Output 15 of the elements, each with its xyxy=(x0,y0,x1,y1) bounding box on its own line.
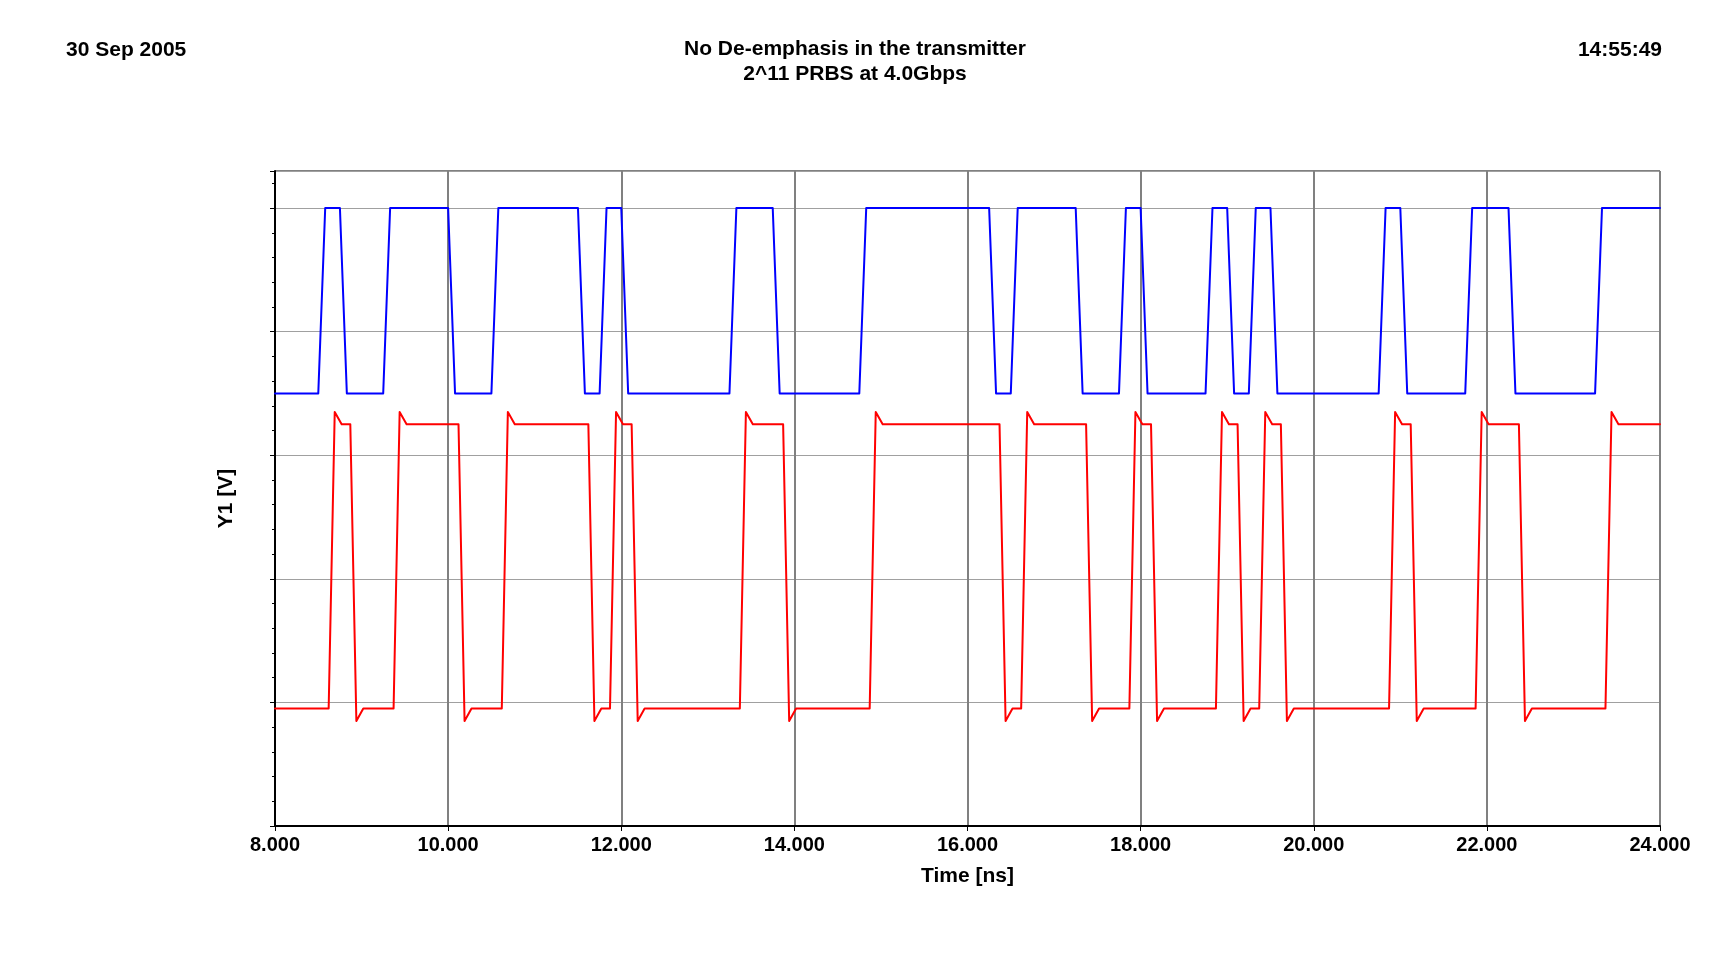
x-tick-label: 8.000 xyxy=(249,833,301,855)
x-tick-label: 20.000 xyxy=(1283,833,1345,855)
chart-title: No De-emphasis in the transmitter xyxy=(684,36,1026,59)
x-tick-label: 24.000 xyxy=(1629,833,1691,855)
x-tick-label: 22.000 xyxy=(1456,833,1518,855)
x-tick-label: 16.000 xyxy=(936,833,999,855)
x-axis-title: Time [ns] xyxy=(921,863,1014,886)
y-axis-title: Y1 [V] xyxy=(213,468,236,529)
x-tick-label: 18.000 xyxy=(1110,833,1172,855)
chart-subtitle: 2^11 PRBS at 4.0Gbps xyxy=(743,61,967,84)
text: 14:55:49 xyxy=(1577,37,1662,60)
text: 30 Sep 2005 xyxy=(66,37,187,60)
x-tick-label: 12.000 xyxy=(590,833,652,855)
x-tick-label: 10.000 xyxy=(417,833,479,855)
x-tick-label: 14.000 xyxy=(763,833,825,855)
